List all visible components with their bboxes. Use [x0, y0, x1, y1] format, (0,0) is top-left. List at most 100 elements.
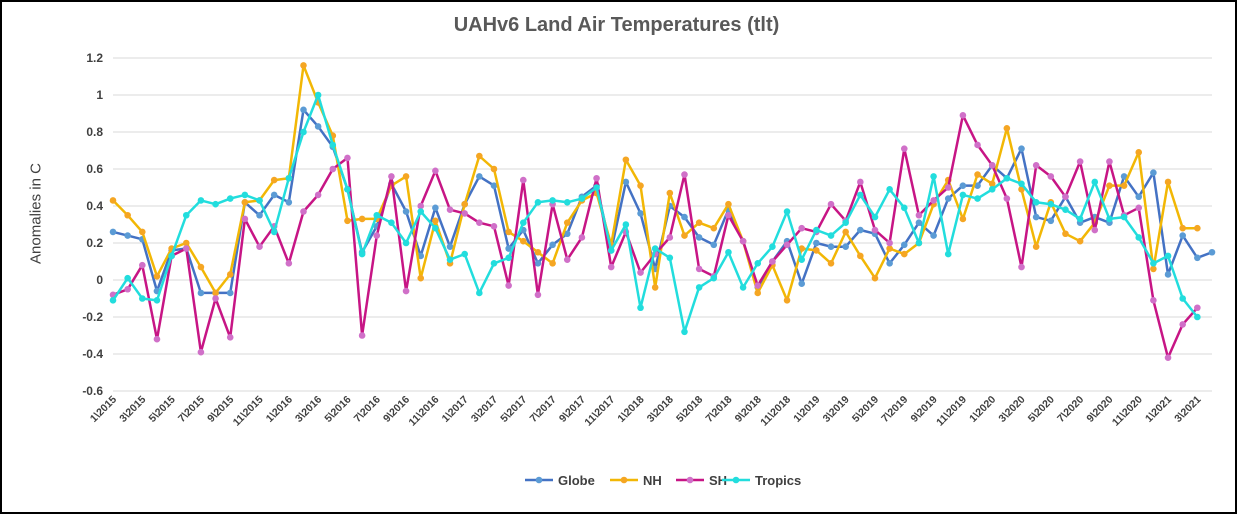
data-point — [1076, 237, 1084, 245]
x-tick-label: 1\2017 — [440, 394, 471, 425]
data-point — [754, 282, 762, 289]
data-point — [197, 289, 205, 297]
data-point — [637, 210, 644, 217]
x-tick-label: 5\2017 — [498, 394, 529, 425]
data-point — [1018, 145, 1025, 152]
x-tick-label: 3\2019 — [821, 394, 852, 425]
data-point — [285, 199, 293, 206]
x-tick-label: 1\2018 — [615, 394, 646, 425]
data-point — [959, 112, 967, 119]
legend-item-sh: SH — [676, 473, 727, 488]
data-point — [109, 297, 117, 304]
data-point — [871, 226, 879, 234]
data-point — [1062, 230, 1069, 238]
data-point — [212, 289, 219, 297]
legend: Globe NH SH Tropics — [525, 473, 801, 488]
data-point — [109, 197, 117, 204]
data-point — [695, 284, 703, 291]
data-point — [534, 199, 542, 206]
data-point — [534, 248, 542, 256]
legend-item-tropics: Tropics — [722, 473, 801, 488]
data-point — [417, 202, 425, 210]
data-point — [226, 195, 234, 202]
x-tick-label: 3\2016 — [293, 394, 324, 425]
data-point — [1047, 217, 1055, 225]
data-point — [1032, 213, 1040, 221]
data-point — [329, 165, 337, 173]
data-point — [461, 250, 468, 258]
data-point — [358, 250, 366, 258]
data-point — [915, 211, 923, 219]
data-point — [563, 199, 571, 206]
data-point — [857, 252, 864, 260]
data-point — [1018, 263, 1025, 271]
data-point — [622, 156, 630, 164]
y-tick-label: 0 — [96, 273, 103, 287]
data-point — [988, 180, 996, 188]
data-point — [1150, 265, 1157, 273]
data-point — [358, 332, 366, 339]
data-point — [461, 210, 468, 217]
legend-label: Tropics — [755, 473, 801, 488]
data-point — [754, 260, 762, 267]
data-point — [1164, 271, 1172, 278]
data-point — [1076, 158, 1084, 165]
data-point — [1150, 169, 1157, 176]
data-point — [857, 191, 864, 199]
data-point — [432, 204, 439, 212]
legend-item-globe: Globe — [525, 473, 595, 488]
x-tick-label: 7\2020 — [1055, 394, 1086, 425]
data-point — [1106, 158, 1113, 165]
data-point — [1091, 178, 1099, 186]
data-point — [1120, 213, 1128, 221]
data-point — [681, 328, 688, 336]
data-point — [446, 256, 454, 263]
data-point — [871, 274, 879, 282]
x-tick-label: 7\2016 — [352, 394, 383, 425]
data-point — [344, 154, 351, 162]
data-point — [637, 304, 644, 312]
data-point — [1135, 234, 1143, 241]
data-point — [769, 243, 776, 250]
data-point — [813, 247, 820, 254]
y-tick-labels: -0.6 -0.4 -0.2 0 0.2 0.4 0.6 0.8 1 1.2 — [82, 51, 103, 398]
data-point — [900, 241, 908, 249]
data-point — [314, 123, 322, 130]
data-point — [109, 228, 117, 236]
data-point — [1003, 125, 1011, 132]
data-point — [402, 287, 410, 295]
data-point — [827, 232, 835, 239]
data-point — [432, 167, 439, 175]
data-point — [358, 215, 366, 223]
data-point — [798, 256, 806, 263]
data-point — [241, 199, 249, 206]
data-point — [314, 91, 322, 99]
data-point — [1194, 254, 1201, 262]
data-point — [798, 224, 806, 232]
series-sh — [109, 112, 1201, 362]
legend-item-nh: NH — [610, 473, 662, 488]
data-point — [490, 165, 498, 173]
data-point — [505, 245, 512, 252]
data-point — [930, 173, 937, 180]
data-point — [373, 232, 381, 239]
data-point — [1135, 149, 1143, 156]
data-point — [944, 195, 952, 202]
data-point — [490, 260, 498, 267]
data-point — [930, 232, 937, 239]
y-tick-label: 1 — [96, 88, 103, 102]
x-tick-label: 3\2017 — [469, 394, 500, 425]
x-tick-label: 1\2019 — [791, 394, 822, 425]
data-point — [1194, 313, 1201, 321]
legend-marker — [686, 476, 694, 484]
x-tick-label: 5\2016 — [322, 394, 353, 425]
data-point — [666, 254, 674, 262]
data-point — [197, 263, 205, 271]
data-point — [212, 200, 219, 208]
data-point — [593, 184, 600, 191]
data-point — [124, 232, 131, 239]
data-point — [666, 234, 674, 241]
legend-marker — [732, 476, 740, 484]
data-point — [1106, 182, 1113, 189]
